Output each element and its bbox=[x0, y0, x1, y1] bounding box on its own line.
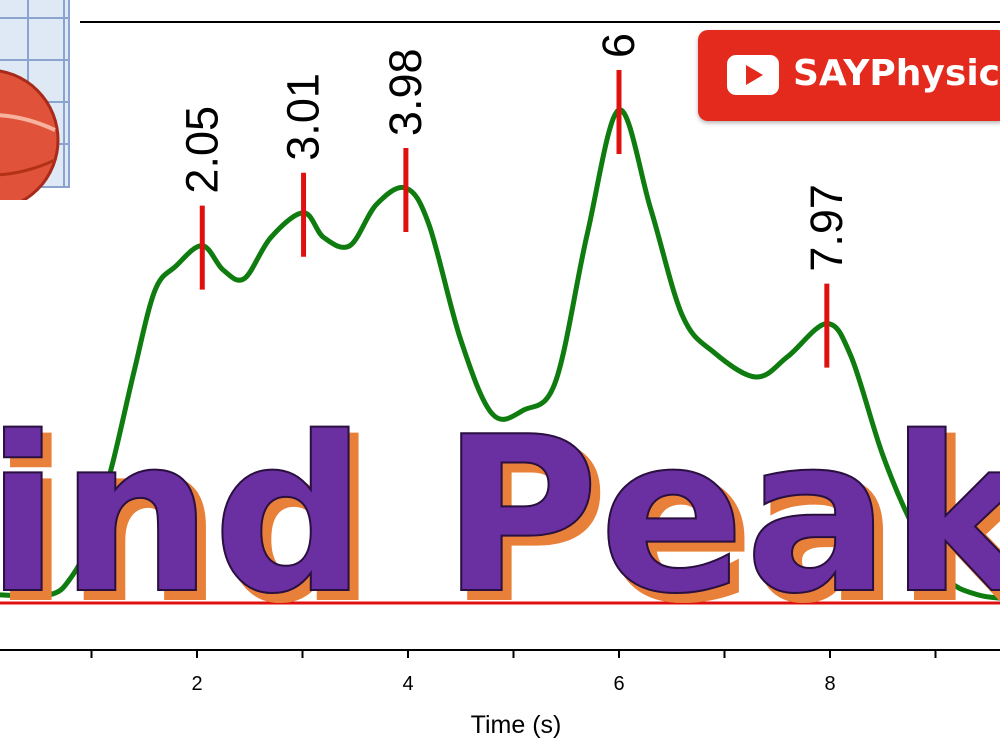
peak-label: 3.98 bbox=[380, 48, 431, 136]
peak-label: 6 bbox=[593, 33, 644, 58]
x-tick-label: 4 bbox=[402, 673, 413, 695]
overlay-title: Find Peaks Find Peaks bbox=[0, 389, 1000, 651]
channel-banner[interactable]: SAYPhysics bbox=[698, 30, 1000, 121]
x-tick-label: 8 bbox=[824, 673, 835, 695]
overlay-title-shadow: Find Peaks bbox=[0, 398, 1000, 649]
x-tick-label: 6 bbox=[613, 673, 624, 695]
origin-logo-icon bbox=[0, 0, 75, 255]
x-axis-label: Time (s) bbox=[471, 711, 562, 739]
peak-label: 7.97 bbox=[801, 184, 852, 272]
signal-curve bbox=[0, 107, 1000, 601]
overlay-title-text: Find Peaks bbox=[0, 390, 1000, 641]
peak-markers: 2.05 3.01 3.98 6 7.97 bbox=[176, 33, 852, 368]
channel-name: SAYPhysics bbox=[793, 53, 1000, 94]
peak-label: 2.05 bbox=[176, 106, 227, 194]
x-ticks: 2 4 6 8 bbox=[90, 650, 937, 695]
x-tick-label: 2 bbox=[191, 673, 202, 695]
peak-label: 3.01 bbox=[278, 73, 329, 161]
youtube-play-icon bbox=[727, 55, 779, 95]
